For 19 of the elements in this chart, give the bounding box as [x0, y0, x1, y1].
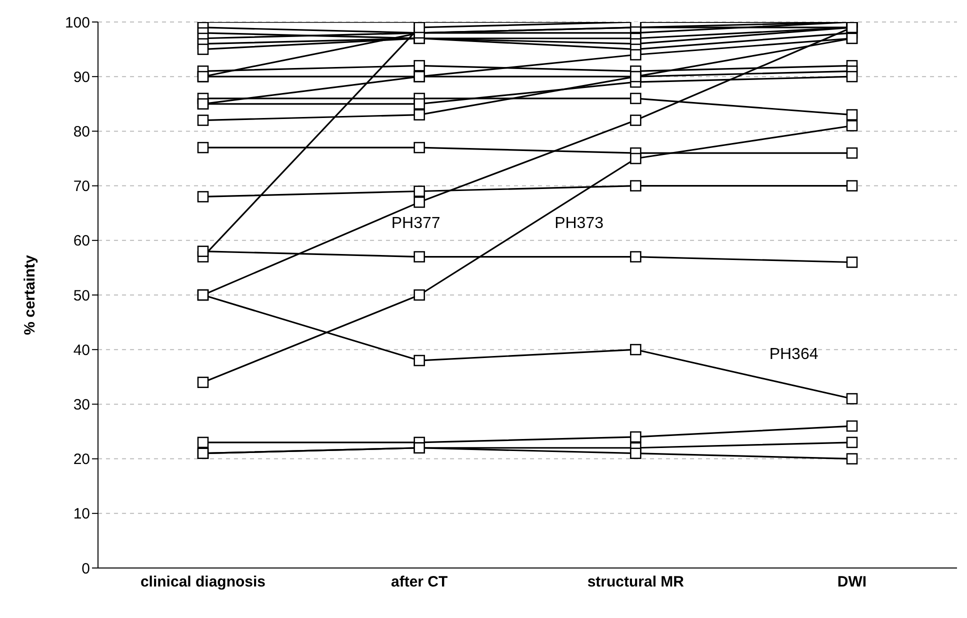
- y-tick-label: 70: [73, 178, 90, 196]
- x-tick-label: after CT: [390, 574, 448, 591]
- y-tick-label: 10: [73, 506, 90, 523]
- y-tick-label: 90: [73, 68, 90, 86]
- x-tick-label: structural MR: [587, 574, 684, 591]
- annotation: PH373: [554, 215, 604, 234]
- y-tick-label: 30: [73, 396, 90, 414]
- x-tick-label: clinical diagnosis: [140, 574, 266, 591]
- y-tick-label: 0: [82, 560, 90, 578]
- y-tick-label: 40: [73, 342, 90, 359]
- annotation: PH377: [391, 215, 440, 234]
- y-tick-label: 60: [73, 232, 90, 250]
- y-tick-label: 20: [73, 451, 90, 468]
- y-tick-label: 50: [73, 287, 90, 304]
- y-tick-label: 100: [64, 14, 90, 32]
- annotation: PH364: [769, 346, 818, 364]
- x-tick-label: DWI: [837, 574, 867, 591]
- y-axis-title: % certainty: [21, 254, 38, 336]
- y-tick-label: 80: [73, 124, 90, 141]
